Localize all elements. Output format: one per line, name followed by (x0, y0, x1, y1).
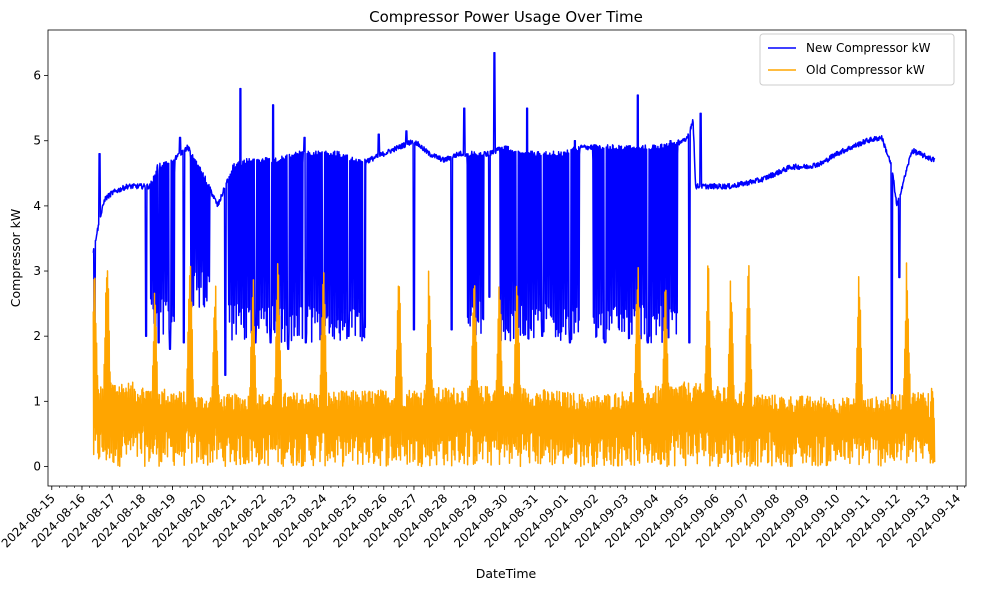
legend-box (759, 33, 955, 86)
y-tick-label: 2 (33, 329, 41, 343)
y-tick-label: 1 (33, 394, 41, 408)
chart-title: Compressor Power Usage Over Time (369, 8, 643, 26)
y-axis-label: Compressor kW (8, 209, 23, 307)
y-tick-label: 6 (33, 69, 41, 83)
y-tick-label: 4 (33, 199, 41, 213)
x-axis: 2024-08-152024-08-162024-08-172024-08-18… (0, 486, 966, 550)
legend-label-new: New Compressor kW (806, 41, 931, 55)
y-tick-label: 0 (33, 459, 41, 473)
plot-area (92, 52, 936, 468)
y-tick-label: 5 (33, 134, 41, 148)
plot-frame (47, 29, 967, 487)
y-axis: 0 1 2 3 4 5 6 (33, 69, 48, 473)
y-tick-label: 3 (33, 264, 41, 278)
x-axis-label: DateTime (476, 566, 537, 581)
series-line-old-compressor (92, 262, 936, 468)
legend-label-old: Old Compressor kW (806, 63, 925, 77)
series-line-new-compressor (92, 52, 936, 399)
legend: New Compressor kW Old Compressor kW (759, 33, 955, 86)
